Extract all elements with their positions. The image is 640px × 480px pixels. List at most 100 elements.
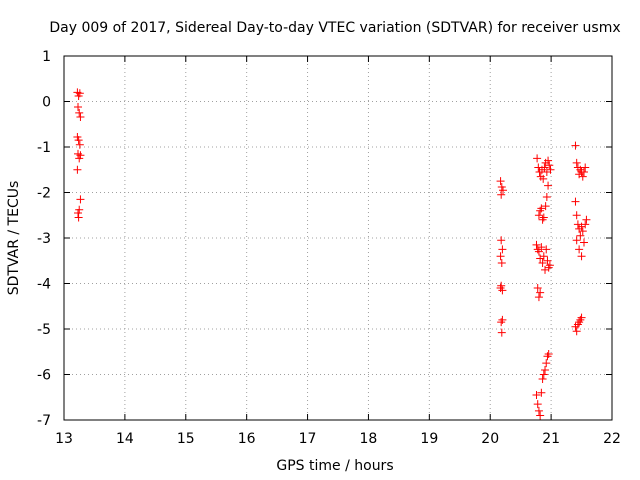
y-tick-label: -1 [37, 140, 51, 156]
data-point [571, 141, 580, 150]
data-point [75, 89, 84, 98]
data-point [496, 177, 505, 186]
data-point [579, 238, 588, 247]
data-point [537, 243, 546, 252]
data-point [498, 286, 507, 295]
data-point [582, 215, 591, 224]
data-point [499, 186, 508, 195]
x-tick-label: 20 [481, 431, 499, 447]
y-axis-label: SDTVAR / TECUs [6, 181, 22, 296]
data-point [497, 318, 506, 327]
data-point [542, 193, 551, 202]
data-point [575, 245, 584, 254]
data-point [541, 265, 550, 274]
y-tick-label: 0 [42, 95, 51, 111]
y-tick-label: -3 [37, 231, 51, 247]
data-point [544, 156, 553, 165]
data-point [538, 259, 547, 268]
x-axis-label: GPS time / hours [276, 458, 393, 474]
data-point [496, 284, 505, 293]
data-point [539, 252, 548, 261]
data-point [542, 359, 551, 368]
data-point [543, 256, 552, 265]
chart-title: Day 009 of 2017, Sidereal Day-to-day VTE… [49, 20, 620, 36]
y-tick-label: -2 [37, 186, 51, 202]
grid [64, 56, 612, 420]
x-tick-label: 22 [603, 431, 621, 447]
data-point [498, 245, 507, 254]
data-point [571, 197, 580, 206]
y-tick-label: -6 [37, 368, 51, 384]
data-point [534, 247, 543, 256]
data-point [536, 288, 545, 297]
data-point [539, 213, 548, 222]
x-tick-label: 16 [238, 431, 256, 447]
data-point [74, 136, 83, 145]
data-point [579, 168, 588, 177]
y-tick-label: 1 [42, 49, 51, 65]
data-point [76, 151, 85, 160]
data-point [75, 205, 84, 214]
data-point [497, 259, 506, 268]
data-point [544, 181, 553, 190]
data-point [534, 293, 543, 302]
data-point [572, 327, 581, 336]
data-point [76, 112, 85, 121]
data-point [545, 161, 554, 170]
data-point [536, 206, 545, 215]
data-point [538, 215, 547, 224]
data-point [75, 140, 84, 149]
x-tick-label: 17 [299, 431, 317, 447]
data-point [533, 154, 542, 163]
data-point [572, 211, 581, 220]
data-point [497, 190, 506, 199]
y-tick-label: -4 [37, 277, 51, 293]
x-tick-label: 21 [542, 431, 560, 447]
data-point [536, 411, 545, 420]
data-point [496, 252, 505, 261]
data-point [75, 154, 84, 163]
data-point [74, 213, 83, 222]
data-point [539, 174, 548, 183]
data-point [545, 261, 554, 270]
data-point [541, 202, 550, 211]
data-point [74, 208, 83, 217]
data-point [546, 165, 555, 174]
data-point [538, 375, 547, 384]
x-tick-label: 19 [420, 431, 438, 447]
data-point [577, 252, 586, 261]
data-point [534, 211, 543, 220]
data-point [534, 406, 543, 415]
data-point [578, 172, 587, 181]
data-point [581, 163, 590, 172]
data-point [540, 163, 549, 172]
data-point [532, 240, 541, 249]
data-point [572, 236, 581, 245]
data-point [497, 183, 506, 192]
data-point [573, 220, 582, 229]
x-tick-label: 14 [116, 431, 134, 447]
data-point [497, 281, 506, 290]
data-point [497, 236, 506, 245]
data-point [544, 350, 553, 359]
data-point [539, 370, 548, 379]
data-point [572, 158, 581, 167]
y-tick-label: -7 [37, 413, 51, 429]
data-point [75, 108, 84, 117]
axis-ticks: 13 14 15 16 17 18 19 20 21 22 1 0 -1 -2 -3 -4 -5 -6 -7 [37, 49, 621, 447]
data-point [497, 328, 506, 337]
data-point [537, 388, 546, 397]
x-tick-label: 15 [177, 431, 195, 447]
x-tick-label: 18 [360, 431, 378, 447]
data-point [532, 390, 541, 399]
data-point [541, 365, 550, 374]
plot-frame [63, 55, 613, 421]
data-points [73, 88, 591, 420]
data-point [74, 102, 83, 111]
data-point [576, 231, 585, 240]
data-point [73, 132, 82, 141]
data-point [533, 245, 542, 254]
data-point [498, 315, 507, 324]
data-point [533, 284, 542, 293]
